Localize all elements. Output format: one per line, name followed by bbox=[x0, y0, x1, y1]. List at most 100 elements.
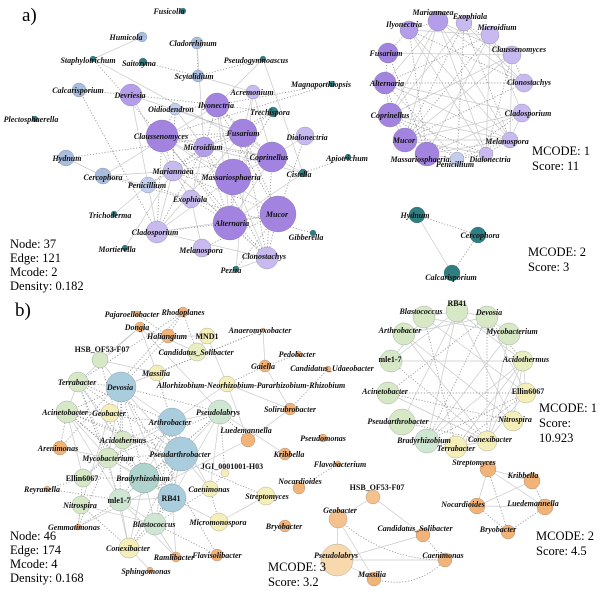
node-Nitrospira[interactable] bbox=[71, 495, 91, 515]
node-Penicillium[interactable] bbox=[449, 151, 465, 167]
node-Massilia[interactable] bbox=[366, 571, 382, 587]
node-Kribbella[interactable] bbox=[278, 447, 292, 461]
node-Claussenomyces[interactable] bbox=[145, 119, 179, 153]
node-Cladosporium[interactable] bbox=[145, 220, 169, 244]
node-Cladosporium[interactable] bbox=[512, 103, 532, 123]
node-Massariosphaeria[interactable] bbox=[414, 141, 440, 167]
node-Gemmatimonas[interactable] bbox=[74, 523, 82, 531]
node-Devosia[interactable] bbox=[475, 305, 499, 329]
node-Cladorrhinum[interactable] bbox=[190, 36, 204, 50]
node-Clonostachys[interactable] bbox=[255, 246, 279, 270]
node-Rhodoplanes[interactable] bbox=[177, 306, 189, 318]
node-Mycobacterium[interactable] bbox=[97, 447, 119, 469]
node-Pseudogymnoascus[interactable] bbox=[259, 55, 267, 63]
node-Calcarisporium[interactable] bbox=[71, 82, 87, 98]
node-Melanospora[interactable] bbox=[501, 131, 519, 149]
node-Cercophora[interactable] bbox=[94, 167, 112, 185]
node-Allorhizobium-Neorhizobium-Pararhizobium-Rhizobium[interactable] bbox=[218, 375, 236, 393]
node-Conexibacter[interactable] bbox=[476, 430, 498, 452]
node-Microidium[interactable] bbox=[193, 136, 215, 158]
node-RB41[interactable] bbox=[157, 483, 187, 513]
node-Alternaria[interactable] bbox=[373, 71, 397, 95]
node-Trichoderma[interactable] bbox=[110, 210, 118, 218]
node-Pseudarthrobacter[interactable] bbox=[163, 436, 199, 472]
node-Melanospora[interactable] bbox=[192, 238, 212, 258]
node-Ellin6067[interactable] bbox=[73, 468, 93, 488]
node-Mariannaea[interactable] bbox=[427, 10, 449, 32]
node-Peziza[interactable] bbox=[232, 265, 240, 273]
node-Sphingomonas[interactable] bbox=[146, 566, 154, 574]
node-MND1[interactable] bbox=[198, 327, 216, 345]
node-Flavisolibacter[interactable] bbox=[210, 548, 224, 562]
node-Arenimonas[interactable] bbox=[52, 440, 68, 456]
node-Penicillium[interactable] bbox=[139, 176, 157, 194]
node-HSB_OF53-F07[interactable] bbox=[365, 489, 381, 505]
node-Blastococcus[interactable] bbox=[412, 305, 436, 329]
node-Ellin6067[interactable] bbox=[515, 382, 537, 404]
node-mle1-7[interactable] bbox=[108, 488, 132, 512]
node-Bryobacter[interactable] bbox=[278, 519, 292, 533]
node-Bryobacter[interactable] bbox=[500, 524, 516, 540]
node-Pseudomonas[interactable] bbox=[318, 433, 328, 443]
node-JGI_0001001-H03[interactable] bbox=[220, 468, 230, 478]
node-Luedemannella[interactable] bbox=[240, 432, 256, 448]
node-Alternaria[interactable] bbox=[212, 205, 248, 241]
node-Geobacter[interactable] bbox=[100, 403, 120, 423]
node-Hydnum[interactable] bbox=[408, 206, 426, 224]
node-Dialonectria[interactable] bbox=[295, 126, 315, 146]
node-Microidium[interactable] bbox=[480, 25, 500, 45]
node-Terrabacter[interactable] bbox=[444, 435, 468, 459]
node-Bradyrhizobium[interactable] bbox=[414, 428, 440, 454]
node-Apiotrichum[interactable] bbox=[344, 153, 352, 161]
node-Ilyonectria[interactable] bbox=[399, 20, 419, 40]
node-mle1-7[interactable] bbox=[379, 349, 403, 373]
node-Claussenomyces[interactable] bbox=[502, 45, 522, 65]
node-Bradyrhizobium[interactable] bbox=[128, 462, 160, 494]
node-Reyranella[interactable] bbox=[43, 485, 51, 493]
node-Fusarium[interactable] bbox=[228, 118, 258, 148]
node-Kribbella[interactable] bbox=[523, 472, 541, 490]
node-Cercophora[interactable] bbox=[469, 226, 487, 244]
node-Trechispora[interactable] bbox=[267, 106, 279, 118]
node-Blastococcus[interactable] bbox=[143, 512, 167, 536]
node-Dialonectria[interactable] bbox=[478, 146, 494, 162]
node-Gibberella[interactable] bbox=[309, 229, 317, 237]
node-Candidatus_Solibacter[interactable] bbox=[187, 342, 207, 362]
node-Nitrospira[interactable] bbox=[502, 410, 524, 432]
node-HSB_OF53-F07[interactable] bbox=[91, 351, 109, 369]
node-Exophiala[interactable] bbox=[181, 189, 201, 209]
node-Haliangium[interactable] bbox=[160, 328, 176, 344]
node-Arthrobacter[interactable] bbox=[157, 407, 187, 437]
node-Candidatus_Solibacter[interactable] bbox=[415, 527, 431, 543]
node-Saitozyma[interactable] bbox=[138, 57, 148, 67]
node-Coprinellus[interactable] bbox=[377, 102, 403, 128]
node-Devriesia[interactable] bbox=[119, 83, 143, 107]
node-Geobacter[interactable] bbox=[328, 509, 348, 529]
node-Terrabacter[interactable] bbox=[67, 371, 89, 393]
node-Ramlibacter[interactable] bbox=[170, 551, 182, 563]
node-Caenimonas[interactable] bbox=[437, 552, 453, 568]
node-Streptomyces[interactable] bbox=[479, 460, 497, 478]
node-Massilia[interactable] bbox=[148, 364, 166, 382]
node-Luedemannella[interactable] bbox=[536, 498, 554, 516]
node-Gaiella[interactable] bbox=[258, 359, 272, 373]
node-RB41[interactable] bbox=[445, 299, 469, 323]
node-Mycobacterium[interactable] bbox=[497, 322, 521, 346]
node-Oidiodendron[interactable] bbox=[168, 102, 182, 116]
node-Clonostachys[interactable] bbox=[514, 73, 534, 93]
node-Plectosphaerella[interactable] bbox=[31, 115, 39, 123]
node-Hydnum[interactable] bbox=[57, 149, 75, 167]
node-Solirubrobacter[interactable] bbox=[283, 402, 297, 416]
node-Mortierella[interactable] bbox=[121, 244, 129, 252]
node-Ilyonectria[interactable] bbox=[204, 92, 230, 118]
node-Pedobacter[interactable] bbox=[295, 350, 303, 358]
node-Pseudolabrys[interactable] bbox=[320, 543, 354, 577]
node-Flavobacterium[interactable] bbox=[334, 460, 342, 468]
node-Caenimonas[interactable] bbox=[201, 480, 219, 498]
node-Fusicolla[interactable] bbox=[179, 7, 187, 15]
node-Acremonium[interactable] bbox=[245, 84, 261, 100]
node-Mariannaea[interactable] bbox=[162, 160, 184, 182]
node-Streptomyces[interactable] bbox=[256, 486, 276, 506]
node-Pseudolabrys[interactable] bbox=[207, 399, 233, 425]
node-Arthrobacter[interactable] bbox=[392, 322, 416, 346]
